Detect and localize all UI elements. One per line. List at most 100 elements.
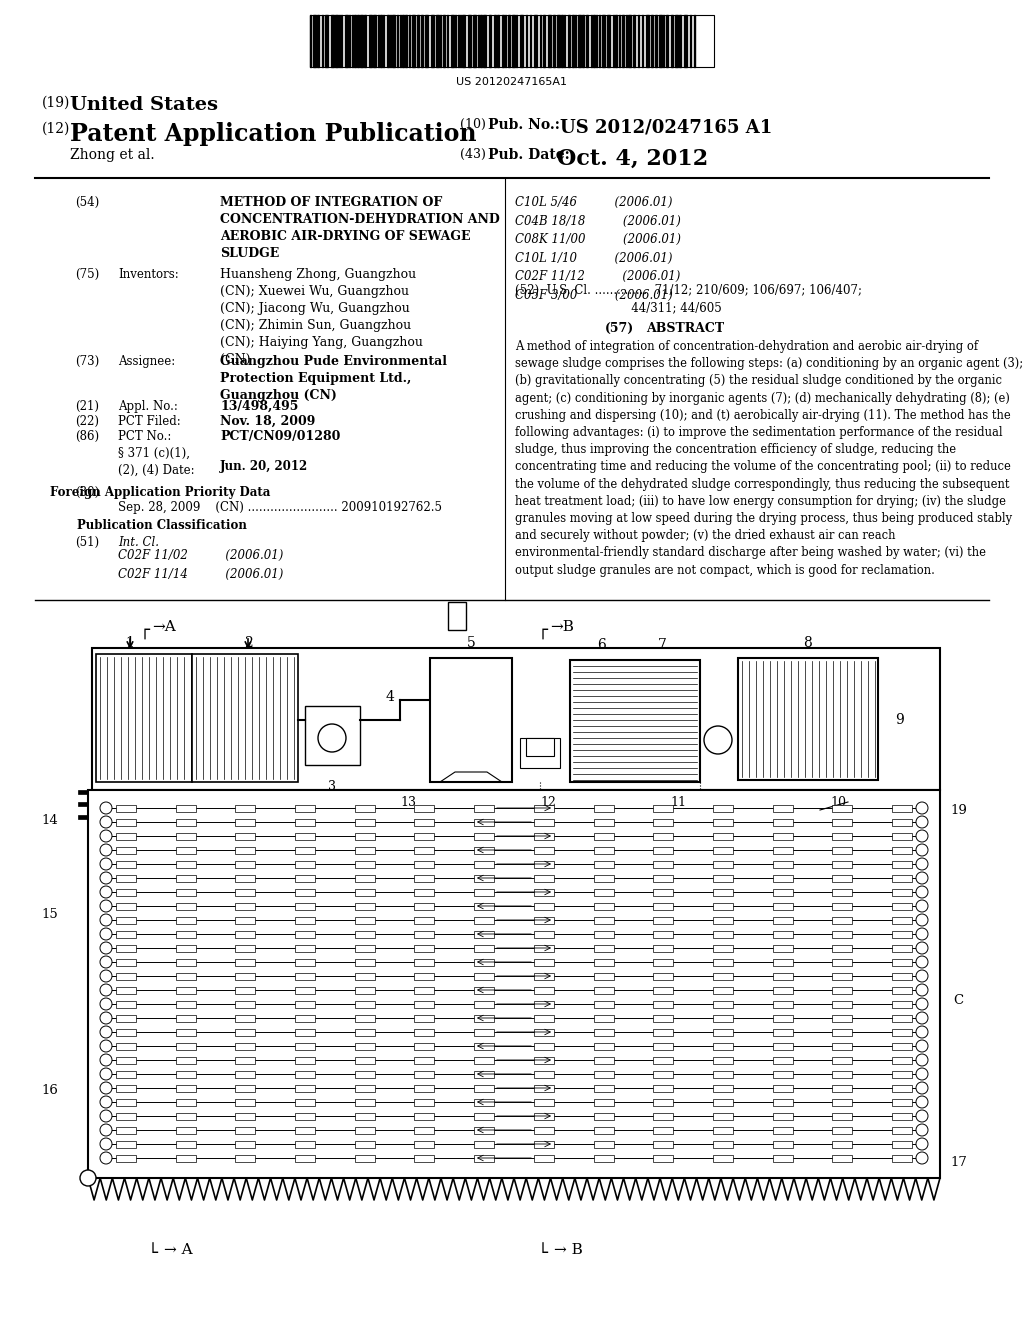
- Bar: [176, 945, 196, 952]
- Circle shape: [100, 1053, 112, 1067]
- Bar: [653, 833, 673, 840]
- Bar: [713, 1113, 733, 1119]
- Bar: [594, 931, 613, 937]
- Bar: [892, 833, 912, 840]
- Bar: [833, 874, 852, 882]
- Bar: [713, 1056, 733, 1064]
- Bar: [713, 903, 733, 909]
- Bar: [474, 1140, 495, 1147]
- Bar: [773, 861, 793, 867]
- Bar: [653, 888, 673, 895]
- Bar: [594, 1126, 613, 1134]
- Bar: [236, 1098, 255, 1106]
- Bar: [474, 1126, 495, 1134]
- Text: Guangzhou Pude Environmental
Protection Equipment Ltd.,
Guangzhou (CN): Guangzhou Pude Environmental Protection …: [220, 355, 447, 403]
- Bar: [305, 706, 360, 766]
- Bar: [116, 958, 136, 965]
- Bar: [415, 1113, 434, 1119]
- Bar: [679, 15, 681, 67]
- Circle shape: [916, 816, 928, 828]
- Bar: [534, 1043, 554, 1049]
- Circle shape: [916, 1110, 928, 1122]
- Bar: [594, 973, 613, 979]
- Bar: [653, 1015, 673, 1022]
- Circle shape: [916, 956, 928, 968]
- Bar: [534, 903, 554, 909]
- Bar: [295, 1001, 315, 1007]
- Bar: [176, 874, 196, 882]
- Bar: [655, 15, 657, 67]
- Bar: [622, 15, 624, 67]
- Bar: [594, 1043, 613, 1049]
- Bar: [833, 973, 852, 979]
- Bar: [78, 814, 88, 818]
- Circle shape: [916, 900, 928, 912]
- Bar: [892, 903, 912, 909]
- Bar: [594, 874, 613, 882]
- Text: US 2012/0247165 A1: US 2012/0247165 A1: [560, 117, 772, 136]
- Bar: [354, 818, 375, 825]
- Bar: [892, 1113, 912, 1119]
- Circle shape: [100, 900, 112, 912]
- Bar: [425, 15, 428, 67]
- Text: 10: 10: [830, 796, 846, 809]
- Bar: [594, 1098, 613, 1106]
- Bar: [713, 861, 733, 867]
- Text: Huansheng Zhong, Guangzhou
(CN); Xuewei Wu, Guangzhou
(CN); Jiacong Wu, Guangzho: Huansheng Zhong, Guangzhou (CN); Xuewei …: [220, 268, 423, 366]
- Bar: [534, 1113, 554, 1119]
- Circle shape: [100, 1082, 112, 1094]
- Bar: [116, 973, 136, 979]
- Bar: [295, 874, 315, 882]
- Bar: [594, 958, 613, 965]
- Text: 7: 7: [657, 638, 667, 652]
- Circle shape: [916, 886, 928, 898]
- Bar: [415, 804, 434, 812]
- Circle shape: [916, 928, 928, 940]
- Bar: [354, 1001, 375, 1007]
- Bar: [653, 1043, 673, 1049]
- Bar: [833, 1140, 852, 1147]
- Bar: [295, 1056, 315, 1064]
- Bar: [295, 958, 315, 965]
- Bar: [415, 973, 434, 979]
- Bar: [833, 1043, 852, 1049]
- Bar: [474, 818, 495, 825]
- Bar: [713, 931, 733, 937]
- Text: ┌: ┌: [538, 622, 548, 639]
- Bar: [92, 648, 940, 789]
- Bar: [354, 986, 375, 994]
- Bar: [236, 874, 255, 882]
- Bar: [373, 15, 376, 67]
- Bar: [176, 1126, 196, 1134]
- Bar: [543, 15, 545, 67]
- Circle shape: [100, 983, 112, 997]
- Bar: [295, 945, 315, 952]
- Bar: [176, 1085, 196, 1092]
- Bar: [651, 15, 653, 67]
- Bar: [474, 1113, 495, 1119]
- Text: PCT No.:: PCT No.:: [118, 430, 171, 444]
- Bar: [354, 846, 375, 854]
- Bar: [295, 1113, 315, 1119]
- Text: →A: →A: [152, 620, 176, 634]
- Bar: [176, 1015, 196, 1022]
- Bar: [534, 874, 554, 882]
- Bar: [594, 846, 613, 854]
- Bar: [557, 15, 560, 67]
- Bar: [833, 833, 852, 840]
- Bar: [236, 1126, 255, 1134]
- Bar: [553, 15, 555, 67]
- Circle shape: [916, 1138, 928, 1150]
- Bar: [415, 903, 434, 909]
- Bar: [534, 846, 554, 854]
- Bar: [417, 15, 419, 67]
- Bar: [892, 958, 912, 965]
- Bar: [653, 958, 673, 965]
- Bar: [892, 1155, 912, 1162]
- Bar: [415, 1140, 434, 1147]
- Bar: [833, 861, 852, 867]
- Bar: [295, 916, 315, 924]
- Bar: [593, 15, 595, 67]
- Bar: [354, 15, 356, 67]
- Bar: [176, 1140, 196, 1147]
